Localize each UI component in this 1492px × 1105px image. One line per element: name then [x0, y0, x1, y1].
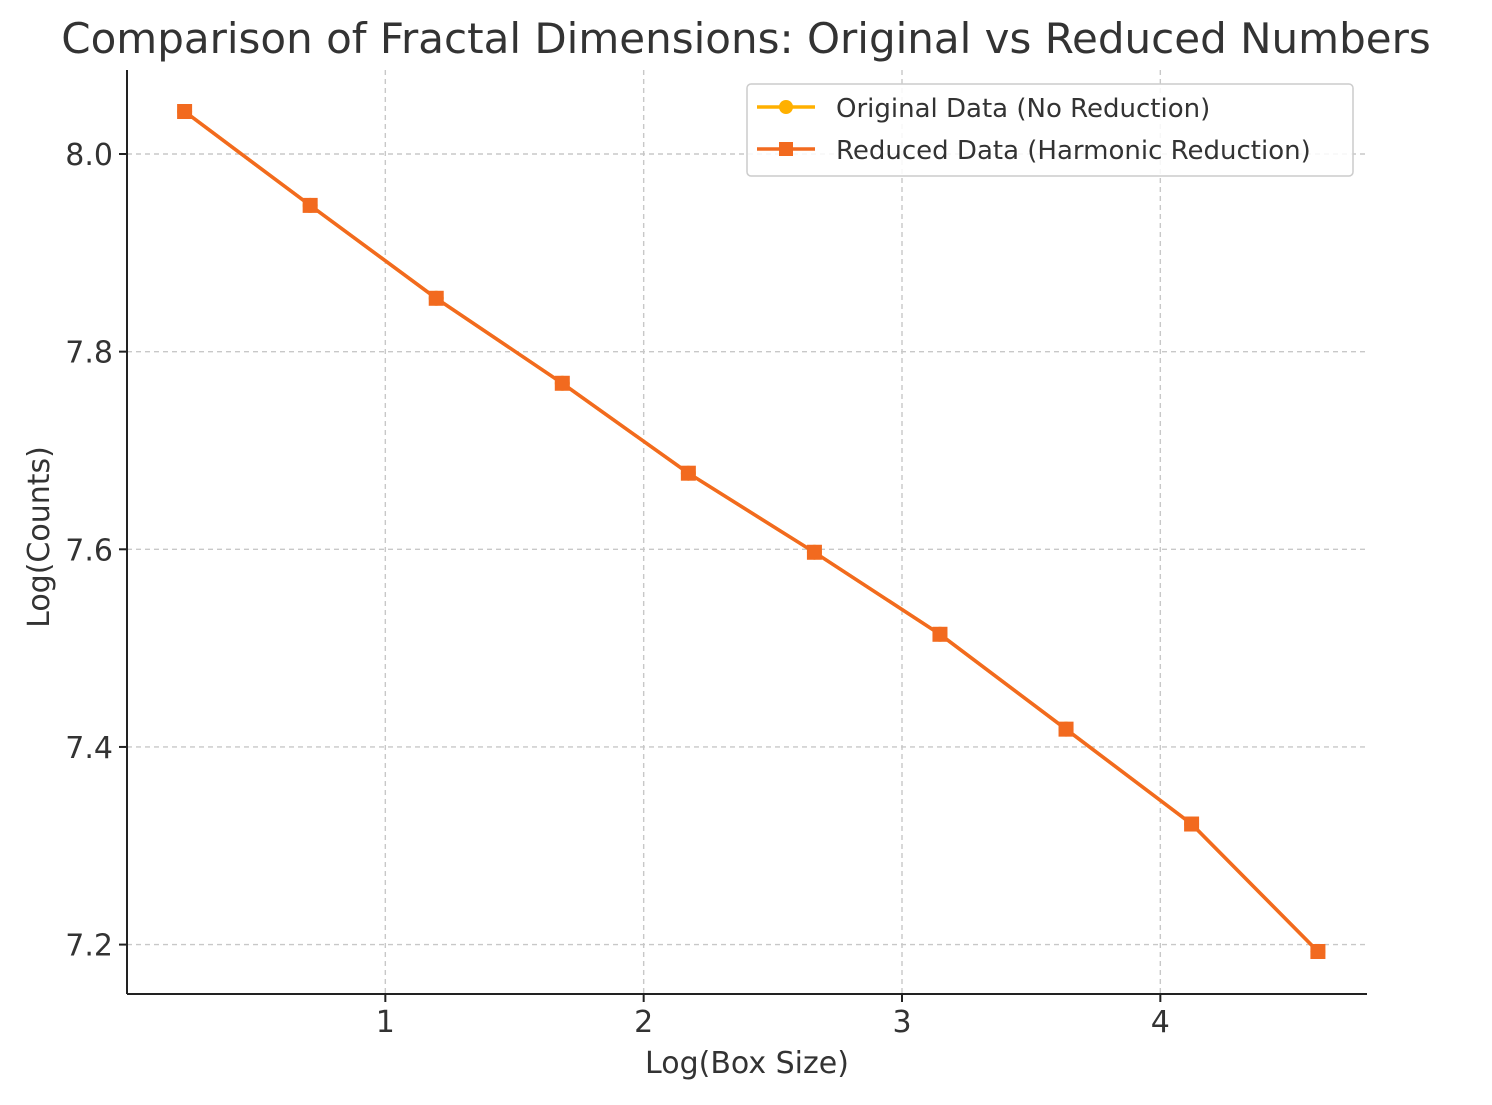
x-axis-label: Log(Box Size)	[645, 1046, 849, 1081]
data-point-square	[1184, 816, 1200, 832]
ticks-layer: 1 2 3 4 7.2 7.4 7.6 7.8 8.0	[65, 138, 1170, 1040]
legend: Original Data (No Reduction) Reduced Dat…	[746, 83, 1354, 177]
legend-label-original: Original Data (No Reduction)	[836, 94, 1210, 124]
x-tick-label: 3	[892, 1005, 911, 1040]
y-tick-label: 7.2	[65, 929, 113, 964]
y-axis-label: Log(Counts)	[22, 446, 57, 628]
x-tick-label: 4	[1151, 1005, 1170, 1040]
legend-swatch-reduced-marker	[779, 142, 793, 156]
legend-label-reduced: Reduced Data (Harmonic Reduction)	[836, 136, 1311, 166]
data-point-square	[428, 290, 444, 306]
x-tick-label: 1	[376, 1005, 395, 1040]
data-point-square	[177, 104, 193, 120]
data-point-square	[1058, 721, 1074, 737]
legend-frame	[746, 83, 1354, 177]
y-tick-label: 7.6	[65, 533, 113, 568]
legend-swatch-original-marker	[779, 100, 793, 114]
series-layer	[177, 104, 1326, 960]
data-point-square	[1310, 944, 1326, 960]
data-point-square	[302, 197, 318, 213]
series-line-1	[183, 110, 1320, 953]
data-point-square	[932, 626, 948, 642]
data-point-square	[806, 544, 822, 560]
data-point-square	[554, 375, 570, 391]
x-tick-label: 2	[634, 1005, 653, 1040]
grid-layer	[127, 70, 1367, 994]
y-tick-label: 7.8	[65, 336, 113, 371]
y-tick-label: 7.4	[65, 731, 113, 766]
y-tick-label: 8.0	[65, 138, 113, 173]
chart-title: Comparison of Fractal Dimensions: Origin…	[61, 14, 1430, 63]
data-point-square	[680, 465, 696, 481]
